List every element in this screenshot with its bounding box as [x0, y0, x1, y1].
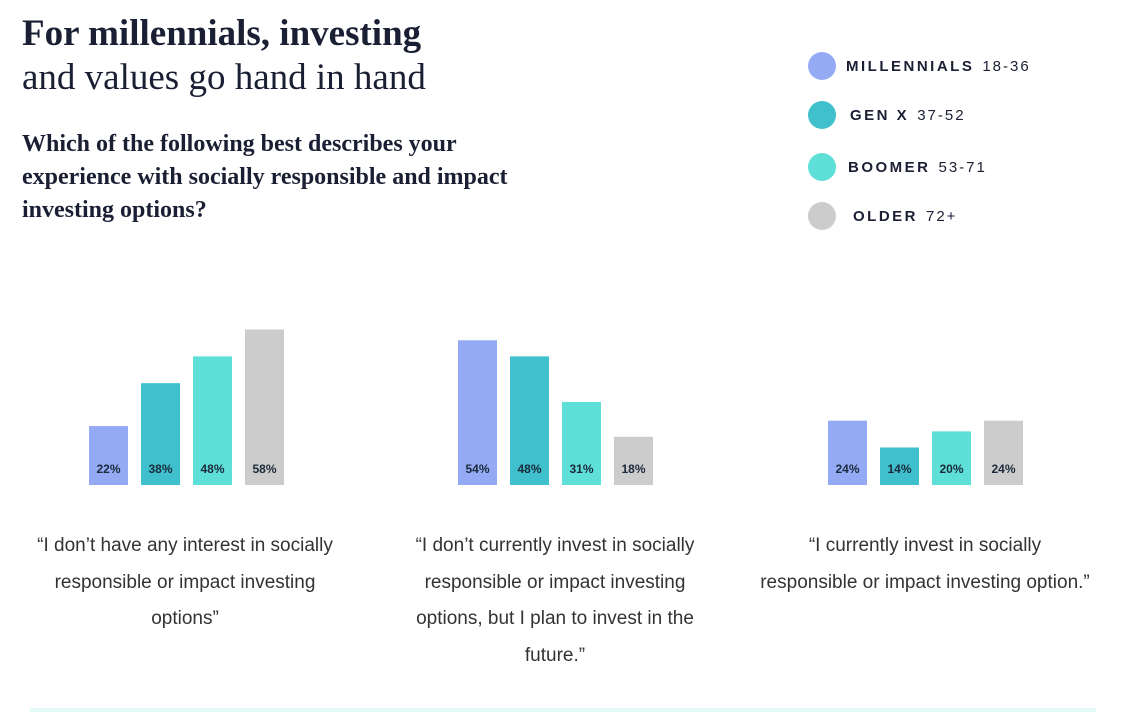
caption: “I currently invest in socially responsi…: [760, 535, 1090, 593]
bar: [510, 356, 549, 485]
legend-swatch: [808, 153, 836, 181]
bar: [193, 356, 232, 485]
title: For millennials, investing: [22, 13, 422, 54]
value-label: 48%: [517, 462, 541, 476]
value-label: 22%: [96, 462, 120, 476]
value-label: 48%: [200, 462, 224, 476]
value-label: 58%: [252, 462, 276, 476]
footer-rule: [30, 708, 1096, 712]
value-label: 54%: [465, 462, 489, 476]
value-label: 24%: [991, 462, 1015, 476]
bar: [458, 340, 497, 485]
value-label: 20%: [939, 462, 963, 476]
value-label: 14%: [887, 462, 911, 476]
subtitle: and values go hand in hand: [22, 57, 426, 98]
value-label: 18%: [621, 462, 645, 476]
legend-entry: MILLENNIALS 18-36: [846, 58, 1031, 75]
question: Which of the following best describes yo…: [22, 131, 508, 223]
bar: [141, 383, 180, 485]
bar: [984, 420, 1023, 485]
legend-name: MILLENNIALS: [846, 58, 974, 75]
bar: [89, 426, 128, 485]
value-label: 31%: [569, 462, 593, 476]
legend-entry: BOOMER 53-71: [848, 159, 987, 176]
bar: [245, 329, 284, 485]
legend-swatch: [808, 202, 836, 230]
legend-range: 37-52: [917, 107, 965, 124]
bar: [828, 420, 867, 485]
legend-range: 72+: [926, 208, 957, 225]
legend-name: OLDER: [853, 208, 918, 225]
bar: [932, 431, 971, 485]
value-label: 38%: [148, 462, 172, 476]
legend-name: BOOMER: [848, 159, 931, 176]
legend-name: GEN X: [850, 107, 909, 124]
legend-swatch: [808, 52, 836, 80]
legend-range: 53-71: [939, 159, 987, 176]
legend-entry: OLDER 72+: [853, 208, 957, 225]
caption: “I don’t currently invest in socially re…: [415, 535, 695, 666]
legend-entry: GEN X 37-52: [850, 107, 966, 124]
legend-range: 18-36: [982, 58, 1030, 75]
caption: “I don’t have any interest in socially r…: [37, 535, 333, 629]
legend-swatch: [808, 101, 836, 129]
bar: [562, 401, 601, 485]
bar: [880, 447, 919, 485]
value-label: 24%: [835, 462, 859, 476]
bar: [614, 436, 653, 485]
